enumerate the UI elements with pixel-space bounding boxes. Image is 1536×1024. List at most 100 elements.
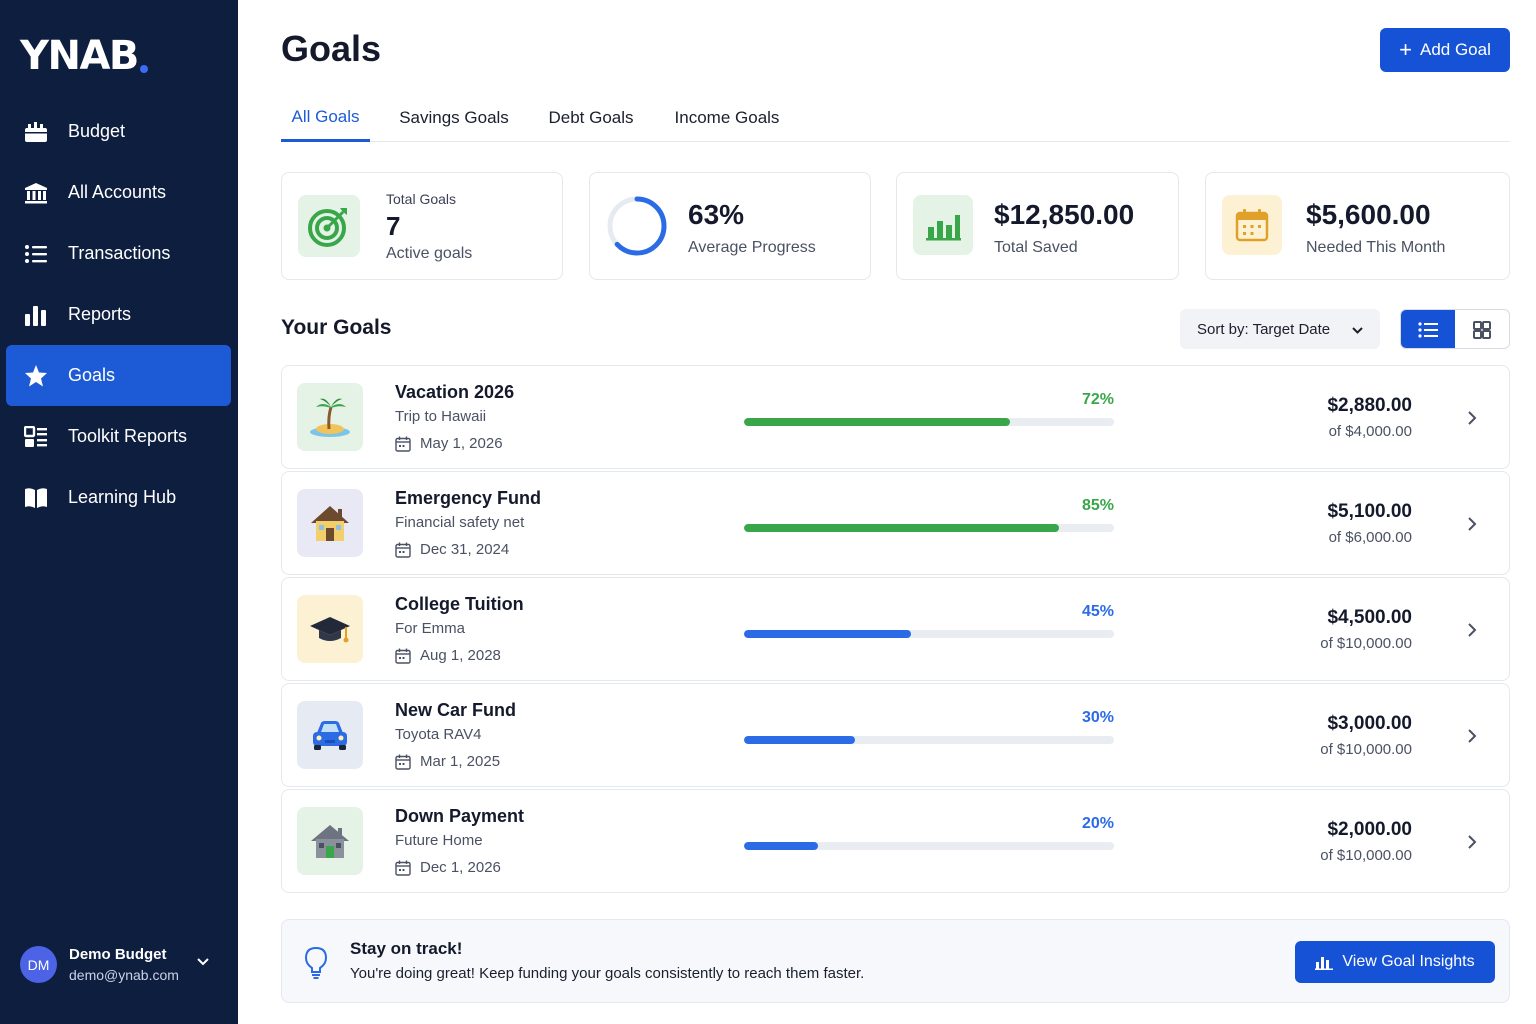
goal-amount: $4,500.00: [1327, 607, 1412, 628]
goal-percent: 85%: [1081, 497, 1114, 514]
goal-percent: 72%: [1081, 391, 1114, 408]
goal-description: Trip to Hawaii: [395, 408, 487, 425]
goal-amount: $2,880.00: [1327, 395, 1412, 416]
house-icon: [297, 489, 363, 557]
sidebar-item-transactions[interactable]: Transactions: [6, 223, 231, 284]
goal-description: Future Home: [395, 832, 483, 849]
goal-date: May 1, 2026: [420, 435, 503, 452]
progress-track: [744, 630, 1114, 638]
progress-track: [744, 736, 1114, 744]
goal-row[interactable]: Emergency Fund Financial safety net Dec …: [281, 471, 1510, 575]
goal-date: Dec 31, 2024: [420, 541, 510, 558]
ynab-logo[interactable]: YNAB: [20, 34, 148, 78]
total-saved-value: $12,850.00: [994, 199, 1135, 230]
goal-percent: 30%: [1081, 709, 1114, 726]
goal-percent: 45%: [1081, 603, 1114, 620]
total-goals-sub: Active goals: [386, 245, 473, 262]
grid-view-button[interactable]: [1455, 310, 1509, 348]
goal-row[interactable]: New Car Fund Toyota RAV4 Mar 1, 2025 30%…: [281, 683, 1510, 787]
grid-view-icon: [1473, 321, 1491, 339]
growth-chart-icon: [913, 195, 973, 255]
sidebar-item-label: Reports: [68, 304, 132, 324]
tip-banner: Stay on track! You're doing great! Keep …: [281, 919, 1510, 1003]
goal-row[interactable]: Down Payment Future Home Dec 1, 2026 20%…: [281, 789, 1510, 893]
sidebar-item-label: Goals: [68, 365, 116, 385]
goal-name: Vacation 2026: [395, 382, 515, 402]
needed-month-value: $5,600.00: [1306, 199, 1431, 230]
chevron-right-icon[interactable]: [1467, 410, 1477, 426]
sidebar-item-learning-hub[interactable]: Learning Hub: [6, 467, 231, 528]
calendar-icon: [395, 648, 411, 664]
add-goal-button[interactable]: + Add Goal: [1380, 28, 1510, 72]
target-icon: [298, 195, 360, 257]
sidebar-item-reports[interactable]: Reports: [6, 284, 231, 345]
average-progress-value: 63%: [688, 199, 745, 230]
tab-income-goals[interactable]: Income Goals: [674, 108, 780, 127]
graduation-cap-icon: [297, 595, 363, 663]
chevron-right-icon[interactable]: [1467, 728, 1477, 744]
list-icon: [24, 242, 48, 266]
sort-dropdown[interactable]: Sort by: Target Date: [1180, 309, 1380, 349]
chevron-right-icon[interactable]: [1467, 516, 1477, 532]
goal-percent: 20%: [1081, 815, 1114, 832]
goal-tabs: All Goals Savings Goals Debt Goals Incom…: [281, 94, 1510, 142]
user-menu[interactable]: DM Demo Budget demo@ynab.com: [20, 946, 220, 983]
sidebar-item-label: Toolkit Reports: [68, 426, 188, 446]
tab-debt-goals[interactable]: Debt Goals: [548, 108, 634, 127]
tip-title: Stay on track!: [350, 939, 463, 958]
book-icon: [24, 486, 48, 510]
add-goal-label: Add Goal: [1419, 40, 1491, 59]
chevron-down-icon[interactable]: [196, 954, 210, 972]
goal-target: of $10,000.00: [1320, 635, 1412, 652]
total-goals-value: 7: [386, 211, 401, 241]
palm-island-icon: [297, 383, 363, 451]
list-view-icon: [1418, 322, 1438, 338]
bar-chart-icon: [24, 303, 48, 327]
chevron-right-icon[interactable]: [1467, 834, 1477, 850]
progress-fill: [744, 524, 1059, 532]
tab-savings-goals[interactable]: Savings Goals: [399, 108, 509, 127]
goal-description: For Emma: [395, 620, 466, 637]
view-goal-insights-button[interactable]: View Goal Insights: [1295, 941, 1495, 983]
progress-fill: [744, 630, 911, 638]
total-saved-label: Total Saved: [994, 239, 1078, 256]
sidebar-nav: Budget All Accounts Transactions Reports…: [6, 101, 231, 528]
average-progress-label: Average Progress: [688, 239, 816, 256]
goal-name: Down Payment: [395, 806, 525, 826]
chevron-down-icon: [1351, 322, 1364, 339]
stat-card-needed-month: $5,600.00 Needed This Month: [1205, 172, 1510, 280]
goal-amount: $2,000.00: [1327, 819, 1412, 840]
sidebar-item-label: All Accounts: [68, 182, 167, 202]
goal-date: Aug 1, 2028: [420, 647, 501, 664]
sidebar-item-goals[interactable]: Goals: [6, 345, 231, 406]
goal-description: Toyota RAV4: [395, 726, 482, 743]
budget-icon: [24, 120, 48, 144]
view-goal-insights-label: View Goal Insights: [1342, 953, 1475, 970]
sidebar-item-label: Learning Hub: [68, 487, 177, 507]
goal-row[interactable]: Vacation 2026 Trip to Hawaii May 1, 2026…: [281, 365, 1510, 469]
goal-target: of $4,000.00: [1328, 423, 1412, 440]
progress-fill: [744, 842, 818, 850]
home-icon: [297, 807, 363, 875]
list-view-button[interactable]: [1401, 310, 1455, 348]
stat-card-average-progress: 63% Average Progress: [589, 172, 871, 280]
plus-icon: +: [1399, 37, 1412, 62]
sidebar-item-budget[interactable]: Budget: [6, 101, 231, 162]
goal-amount: $5,100.00: [1327, 501, 1412, 522]
stat-card-total-saved: $12,850.00 Total Saved: [896, 172, 1179, 280]
stat-card-total-goals: Total Goals 7 Active goals: [281, 172, 563, 280]
sidebar-item-toolkit-reports[interactable]: Toolkit Reports: [6, 406, 231, 467]
sort-label: Sort by: Target Date: [1197, 320, 1331, 338]
chevron-right-icon[interactable]: [1467, 622, 1477, 638]
goal-name: New Car Fund: [395, 700, 517, 720]
goal-row[interactable]: College Tuition For Emma Aug 1, 2028 45%…: [281, 577, 1510, 681]
progress-fill: [744, 418, 1011, 426]
view-toggle: [1400, 309, 1510, 349]
page-title: Goals: [281, 28, 382, 69]
goal-target: of $10,000.00: [1320, 741, 1412, 758]
sidebar-item-label: Budget: [68, 121, 126, 141]
toolkit-icon: [24, 425, 48, 449]
car-icon: [297, 701, 363, 769]
tab-all-goals[interactable]: All Goals: [281, 94, 370, 142]
sidebar-item-all-accounts[interactable]: All Accounts: [6, 162, 231, 223]
